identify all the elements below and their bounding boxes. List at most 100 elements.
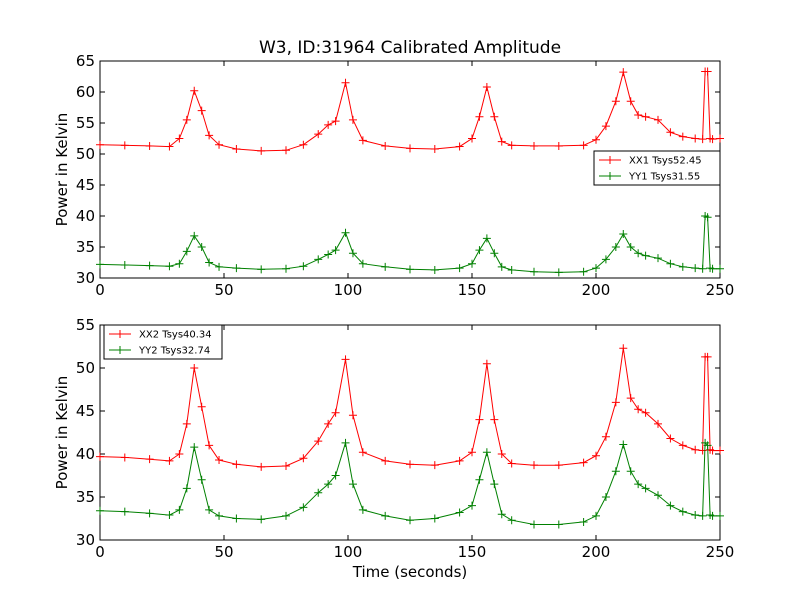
data-point xyxy=(232,460,241,469)
data-point xyxy=(215,456,224,465)
data-point xyxy=(611,467,620,476)
data-point xyxy=(482,359,491,368)
y-tick-label: 40 xyxy=(76,207,95,225)
data-point xyxy=(468,448,476,457)
data-point xyxy=(619,229,628,238)
data-point xyxy=(507,459,516,468)
data-point xyxy=(120,453,129,462)
data-point xyxy=(314,437,323,446)
data-point xyxy=(654,491,662,500)
top-panel: 0 50 100 150 200 250 30 35 40 45 50 55 60 65 W3, ID:31… xyxy=(53,38,734,299)
data-point xyxy=(634,480,643,489)
y-tick-label: 60 xyxy=(76,83,95,101)
data-point xyxy=(232,264,241,273)
data-point xyxy=(120,507,129,516)
data-point xyxy=(678,132,687,141)
data-point xyxy=(324,480,333,489)
x-tick-label: 150 xyxy=(458,281,487,299)
y-tick-label: 35 xyxy=(76,238,95,256)
data-point xyxy=(165,262,174,271)
data-point xyxy=(358,505,367,514)
x-tick-label: 250 xyxy=(706,281,735,299)
data-point xyxy=(468,259,476,268)
data-point xyxy=(282,462,290,471)
data-point xyxy=(341,438,350,447)
data-point xyxy=(530,267,538,276)
y-tick-label: 65 xyxy=(76,52,95,70)
data-point xyxy=(666,434,675,443)
data-point xyxy=(190,86,199,95)
data-point xyxy=(507,141,516,150)
data-point xyxy=(691,264,700,273)
data-point xyxy=(619,344,628,353)
data-point xyxy=(619,440,628,449)
data-point xyxy=(592,264,600,273)
data-point xyxy=(145,455,154,464)
data-point xyxy=(145,261,154,270)
data-point xyxy=(197,402,206,411)
y-tick-label: 45 xyxy=(76,176,95,194)
data-point xyxy=(634,405,643,414)
data-point xyxy=(626,467,635,476)
y-tick-label: 55 xyxy=(76,316,95,334)
data-point xyxy=(120,260,129,269)
data-point xyxy=(626,97,635,106)
plot-frame xyxy=(99,324,721,541)
data-point xyxy=(641,408,650,417)
legend-box xyxy=(593,150,721,186)
data-point xyxy=(698,264,707,273)
data-point xyxy=(703,67,712,76)
data-point xyxy=(314,130,323,139)
data-point xyxy=(601,432,610,441)
legend-marker xyxy=(116,330,124,338)
chart-title: W3, ID:31964 Calibrated Amplitude xyxy=(259,38,561,58)
series-line xyxy=(99,71,721,152)
data-point xyxy=(331,408,340,417)
data-point xyxy=(341,355,350,364)
data-point xyxy=(475,415,484,424)
data-point xyxy=(468,501,476,510)
data-point xyxy=(626,394,635,403)
data-point xyxy=(145,509,154,518)
data-point xyxy=(708,264,717,273)
data-point xyxy=(175,505,184,514)
data-point xyxy=(475,112,484,121)
series-yy xyxy=(96,212,724,277)
data-point xyxy=(666,501,675,510)
data-point xyxy=(358,259,367,268)
data-point xyxy=(482,83,491,92)
data-point xyxy=(530,141,538,150)
data-point xyxy=(708,511,717,520)
data-point xyxy=(197,475,206,484)
data-point xyxy=(299,140,308,149)
series-yy xyxy=(96,438,724,529)
data-point xyxy=(381,456,390,465)
data-point xyxy=(678,262,687,271)
x-tick-label: 200 xyxy=(582,543,611,561)
data-point xyxy=(257,515,266,524)
data-point xyxy=(406,516,414,525)
data-point xyxy=(579,517,588,526)
data-point xyxy=(703,441,712,450)
data-point xyxy=(601,255,610,264)
data-point xyxy=(190,364,199,372)
x-tick-label: 50 xyxy=(214,281,233,299)
x-tick-label: 0 xyxy=(95,281,105,299)
data-point xyxy=(197,106,206,115)
x-tick-label: 250 xyxy=(706,543,735,561)
data-point xyxy=(611,243,620,251)
data-point xyxy=(666,128,675,137)
data-point xyxy=(120,141,129,150)
data-point xyxy=(497,262,506,271)
y-tick-label: 40 xyxy=(76,445,95,463)
data-point xyxy=(455,142,464,151)
data-point xyxy=(299,503,308,512)
data-point xyxy=(497,510,506,519)
data-point xyxy=(430,461,439,470)
y-tick-label: 30 xyxy=(76,269,95,287)
data-point xyxy=(282,146,290,155)
data-point xyxy=(282,511,290,520)
data-point xyxy=(145,141,154,150)
data-point xyxy=(698,446,707,455)
data-point xyxy=(182,484,191,493)
